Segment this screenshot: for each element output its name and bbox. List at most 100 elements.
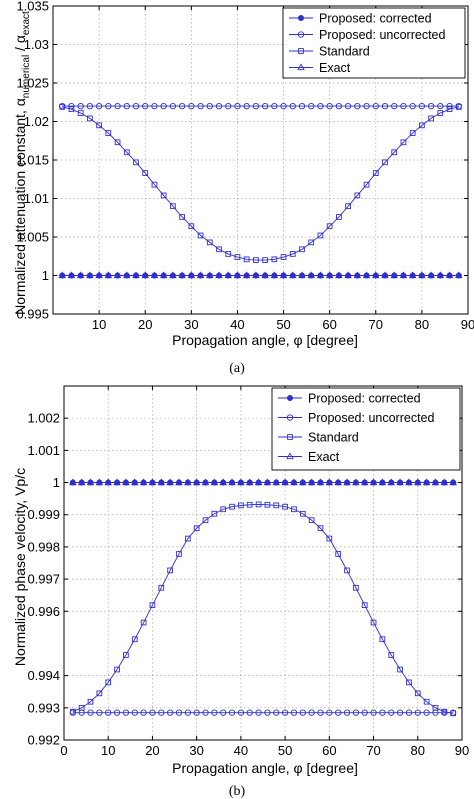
data-point — [379, 709, 386, 716]
data-point — [449, 478, 457, 486]
data-point — [77, 110, 84, 116]
data-point — [122, 478, 130, 486]
data-point — [388, 652, 395, 658]
data-point — [418, 102, 426, 110]
figure-caption: (b) — [229, 784, 246, 799]
data-point — [388, 709, 395, 716]
data-point — [68, 106, 75, 113]
x-tick-label: 10 — [92, 317, 106, 332]
data-point — [95, 478, 104, 486]
data-point — [344, 102, 352, 110]
data-point — [391, 102, 398, 110]
data-point — [263, 478, 272, 486]
data-point — [317, 709, 324, 716]
data-point — [246, 501, 253, 508]
y-tick-label: 1.015 — [16, 153, 49, 168]
data-point — [133, 159, 139, 166]
data-point — [160, 102, 167, 110]
y-tick-label: 1.03 — [24, 37, 49, 52]
x-tick-label: 60 — [322, 317, 336, 332]
y-axis-label-text: Normalized attenuation constant, α — [12, 98, 28, 315]
data-point — [455, 271, 463, 279]
x-tick-label: 30 — [184, 317, 198, 332]
legend-label: Standard — [308, 431, 359, 445]
y-tick-label: 1.02 — [24, 114, 49, 129]
data-point — [363, 181, 370, 188]
y-axis-label: Normalized phase velocity, Vp/c — [12, 468, 28, 666]
data-point — [210, 478, 219, 486]
data-point — [281, 709, 289, 716]
data-point — [149, 602, 156, 609]
data-point — [123, 102, 130, 110]
data-point — [423, 709, 430, 716]
data-point — [316, 478, 325, 486]
data-point — [271, 256, 278, 263]
legend-marker — [286, 452, 294, 460]
data-point — [270, 271, 279, 279]
y-tick-label: 0.996 — [27, 604, 60, 619]
data-point — [273, 502, 280, 509]
data-point — [422, 478, 431, 486]
y-axis-label: Normalized attenuation constant, αnumeri… — [12, 11, 32, 315]
data-point — [354, 102, 361, 110]
figure-caption: (a) — [229, 361, 245, 376]
data-point — [307, 271, 315, 279]
data-point — [432, 704, 439, 711]
y-tick-label: 1 — [42, 268, 49, 283]
data-point — [437, 110, 444, 116]
data-point — [225, 251, 232, 257]
data-point — [399, 271, 408, 279]
data-point — [234, 254, 241, 260]
data-point — [397, 666, 403, 673]
data-point — [272, 478, 281, 486]
data-point — [157, 478, 166, 486]
data-point — [184, 535, 191, 542]
data-point — [123, 149, 130, 156]
legend-label: Proposed: corrected — [319, 12, 432, 26]
data-point — [159, 271, 168, 279]
legend-item: Exact — [278, 450, 340, 464]
data-point — [281, 478, 289, 486]
data-point — [175, 478, 183, 486]
x-tick-label: 40 — [234, 743, 248, 758]
data-point — [219, 478, 227, 486]
data-point — [440, 478, 449, 486]
data-point — [216, 246, 222, 253]
data-point — [298, 102, 306, 110]
data-point — [372, 271, 380, 279]
data-point — [197, 232, 204, 239]
x-axis-label: Propagation angle, φ [degree] — [172, 760, 358, 776]
legend-marker — [298, 48, 304, 54]
data-point — [308, 102, 315, 110]
data-point — [446, 106, 453, 113]
data-point — [193, 525, 200, 532]
data-point — [228, 709, 236, 716]
data-point — [431, 478, 440, 486]
y-axis-label-subscript: numerical — [21, 55, 32, 98]
data-point — [96, 122, 102, 129]
data-point — [86, 102, 94, 110]
data-point — [400, 102, 407, 110]
data-point — [123, 652, 129, 658]
data-point — [255, 709, 262, 716]
data-point — [317, 102, 324, 110]
legend-marker — [297, 63, 305, 71]
y-tick-label: 1.001 — [27, 443, 60, 458]
y-tick-label: 0.992 — [27, 733, 60, 748]
legend: Proposed: corrected Proposed: uncorrected… — [271, 387, 461, 471]
data-point — [335, 551, 342, 557]
data-point — [273, 709, 280, 716]
y-tick-label: 0.993 — [27, 700, 60, 715]
legend-label: Proposed: uncorrected — [319, 28, 446, 42]
x-tick-label: 80 — [411, 743, 425, 758]
data-point — [262, 257, 268, 263]
data-point — [196, 271, 205, 279]
data-point — [67, 271, 76, 279]
y-tick-label: 1.002 — [27, 411, 60, 426]
data-point — [289, 102, 296, 110]
data-point — [264, 501, 271, 508]
data-point — [441, 708, 448, 715]
legend-marker — [297, 31, 305, 38]
x-tick-label: 50 — [276, 317, 290, 332]
data-point — [307, 478, 316, 486]
